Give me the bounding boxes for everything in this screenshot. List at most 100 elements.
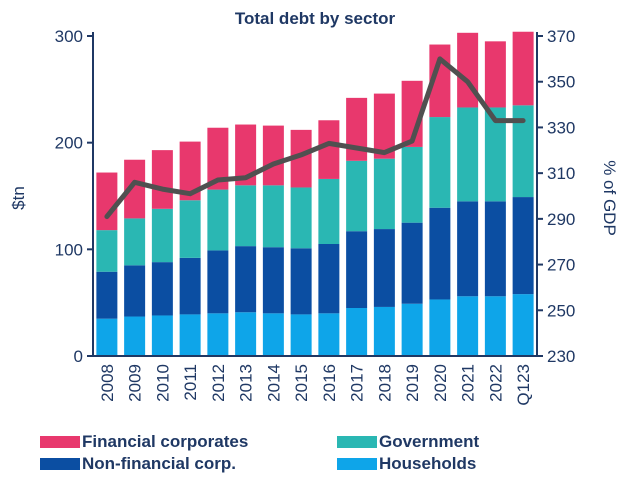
bar-households-2018 xyxy=(373,306,395,356)
x-tick-label: 2011 xyxy=(181,364,200,401)
legend-label-households: Households xyxy=(379,454,477,473)
bar-government-2009 xyxy=(124,218,146,266)
bar-households-2015 xyxy=(290,314,312,356)
bar-government-2013 xyxy=(235,185,257,247)
bar-financial-corporates-2015 xyxy=(290,129,312,188)
bar-households-q123 xyxy=(512,294,534,356)
bar-government-2012 xyxy=(207,189,229,251)
bar-non-financial-corp-2013 xyxy=(235,246,257,313)
x-tick-label: 2018 xyxy=(375,364,394,402)
y-right-tick-label: 270 xyxy=(547,256,575,275)
x-tick-label: 2019 xyxy=(403,364,422,402)
y-left-tick-label: 300 xyxy=(55,27,83,46)
legend-item-non-financial: Non-financial corp. xyxy=(40,454,236,474)
x-tick-label: 2012 xyxy=(209,364,228,402)
bar-households-2020 xyxy=(429,299,451,356)
bar-government-2008 xyxy=(96,230,118,272)
legend-swatch-households xyxy=(337,458,377,470)
chart-title: Total debt by sector xyxy=(235,9,396,28)
y-left-tick-label: 100 xyxy=(55,240,83,259)
bar-stack-group xyxy=(96,31,534,356)
bar-financial-corporates-2008 xyxy=(96,172,118,231)
y-axis-right-label: % of GDP xyxy=(600,160,619,236)
bar-financial-corporates-2011 xyxy=(179,141,201,201)
bar-households-2014 xyxy=(262,313,284,356)
y-right-tick-label: 330 xyxy=(547,118,575,137)
bar-government-2011 xyxy=(179,200,201,258)
x-tick-label: 2016 xyxy=(320,364,339,402)
bar-non-financial-corp-2008 xyxy=(96,271,118,319)
x-tick-label: Q123 xyxy=(514,364,533,406)
bar-non-financial-corp-2015 xyxy=(290,248,312,315)
gdp-line-group xyxy=(104,56,526,220)
bar-non-financial-corp-2020 xyxy=(429,207,451,300)
bar-households-2009 xyxy=(124,316,146,356)
x-tick-label: 2017 xyxy=(348,364,367,402)
bar-financial-corporates-2010 xyxy=(151,150,173,209)
x-tick-label: 2020 xyxy=(431,364,450,402)
y-left-tick-label: 0 xyxy=(74,347,83,366)
bar-government-2022 xyxy=(484,107,506,202)
bar-non-financial-corp-2010 xyxy=(151,262,173,316)
legend-item-financial-corporates: Financial corporates xyxy=(40,432,248,452)
bar-non-financial-corp-2014 xyxy=(262,247,284,314)
bar-non-financial-corp-2017 xyxy=(346,231,368,308)
bar-households-2012 xyxy=(207,313,229,356)
bar-government-2010 xyxy=(151,208,173,263)
legend-swatch-government xyxy=(337,436,377,448)
bar-financial-corporates-2014 xyxy=(262,125,284,186)
bar-financial-corporates-2013 xyxy=(235,124,257,186)
bar-households-2019 xyxy=(401,303,423,356)
bar-non-financial-corp-2018 xyxy=(373,229,395,307)
bar-financial-corporates-2009 xyxy=(124,159,146,219)
bar-households-2010 xyxy=(151,315,173,356)
legend-swatch-financial xyxy=(40,436,80,448)
y-right-tick-label: 370 xyxy=(547,27,575,46)
bar-non-financial-corp-2021 xyxy=(457,201,479,297)
y-right-tick-label: 250 xyxy=(547,301,575,320)
bar-non-financial-corp-2022 xyxy=(484,201,506,297)
legend-label-government: Government xyxy=(379,432,480,451)
bar-financial-corporates-2022 xyxy=(484,41,506,108)
bar-government-2021 xyxy=(457,107,479,202)
x-tick-label: 2022 xyxy=(486,364,505,402)
x-tick-label: 2010 xyxy=(153,364,172,402)
bar-non-financial-corp-2012 xyxy=(207,250,229,314)
bar-households-2013 xyxy=(235,312,257,356)
y-right-tick-label: 230 xyxy=(547,347,575,366)
bar-non-financial-corp-q123 xyxy=(512,197,534,295)
bar-financial-corporates-q123 xyxy=(512,31,534,106)
bar-households-2016 xyxy=(318,313,340,356)
bar-households-2021 xyxy=(457,296,479,356)
y-right-tick-label: 290 xyxy=(547,210,575,229)
x-tick-label: 2013 xyxy=(237,364,256,402)
x-axis-ticks: 2008 2009 2010 2011 2012 2013 2014 2015 2016 2017… xyxy=(98,364,533,406)
bar-non-financial-corp-2009 xyxy=(124,265,146,317)
gdp-line xyxy=(104,56,526,220)
bar-financial-corporates-2016 xyxy=(318,120,340,179)
bar-financial-corporates-2012 xyxy=(207,127,229,190)
x-tick-label: 2008 xyxy=(98,364,117,402)
x-tick-label: 2014 xyxy=(264,364,283,402)
bar-government-2014 xyxy=(262,185,284,248)
legend-item-households: Households xyxy=(337,454,476,474)
y-axis-left-ticks: 0 100 200 300 xyxy=(55,27,83,366)
bar-households-2022 xyxy=(484,296,506,356)
y-axis-right-ticks: 230 250 270 290 310 330 350 370 xyxy=(547,27,575,366)
bar-non-financial-corp-2011 xyxy=(179,257,201,315)
y-axis-left-label: $tn xyxy=(9,186,28,210)
legend-item-government: Government xyxy=(337,432,479,452)
bar-government-2020 xyxy=(429,117,451,208)
y-right-tick-label: 310 xyxy=(547,164,575,183)
bar-non-financial-corp-2019 xyxy=(401,222,423,304)
bar-government-2015 xyxy=(290,187,312,249)
bar-non-financial-corp-2016 xyxy=(318,244,340,314)
bar-households-2017 xyxy=(346,308,368,356)
x-tick-label: 2021 xyxy=(459,364,478,402)
x-tick-label: 2009 xyxy=(126,364,145,402)
legend-swatch-non-financial xyxy=(40,458,80,470)
x-tick-label: 2015 xyxy=(292,364,311,402)
bar-households-2011 xyxy=(179,314,201,356)
bar-government-2018 xyxy=(373,158,395,230)
